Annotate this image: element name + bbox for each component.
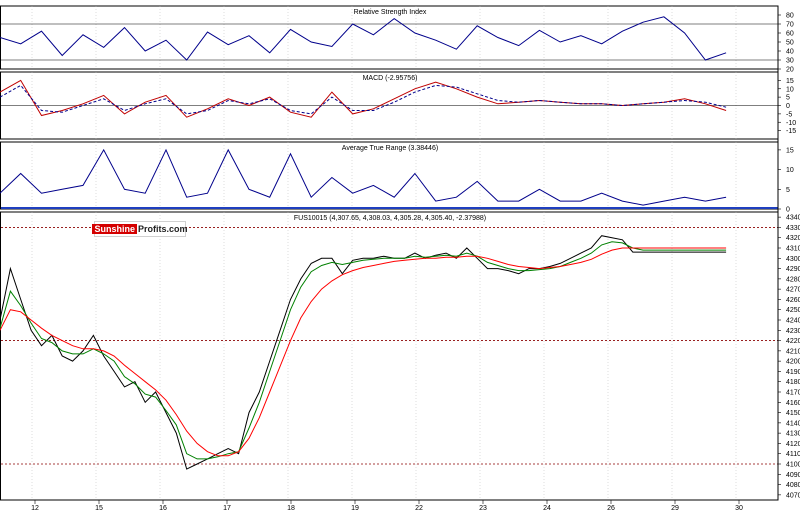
y-tick-label: 40	[786, 49, 794, 56]
y-tick-label: 4190	[786, 369, 800, 376]
y-tick-label: 4310	[786, 246, 800, 253]
series-line-0	[0, 148, 727, 206]
y-tick-label: 15	[786, 78, 794, 85]
x-tick-label: 16	[159, 505, 167, 512]
y-tick-label: 4240	[786, 318, 800, 325]
y-tick-label: 30	[786, 58, 794, 65]
x-axis: 12 15 16 17 18 19 22 23 24 26 29 30	[31, 500, 743, 512]
y-tick-label: 4260	[786, 297, 800, 304]
y-tick-label: 5	[786, 187, 790, 194]
panel-0: 20 30 40 50 60 70 80 Relative Strength Index	[0, 5, 794, 74]
x-tick-label: 29	[671, 505, 679, 512]
y-tick-label: 4230	[786, 328, 800, 335]
y-tick-label: 4300	[786, 256, 800, 263]
series-line-1	[0, 84, 727, 115]
y-tick-label: 5	[786, 95, 790, 102]
y-tick-label: 10	[786, 167, 794, 174]
x-tick-label: 17	[223, 505, 231, 512]
y-tick-label: 80	[786, 13, 794, 20]
y-tick-label: 4150	[786, 410, 800, 417]
series-line-2	[0, 247, 727, 457]
y-tick-label: 4220	[786, 338, 800, 345]
y-tick-label: 4130	[786, 431, 800, 438]
x-tick-label: 18	[287, 505, 295, 512]
series-line-1	[0, 241, 727, 460]
y-tick-label: 4200	[786, 359, 800, 366]
y-tick-label: 4070	[786, 492, 800, 499]
y-tick-label: -15	[786, 128, 796, 135]
y-tick-label: 4120	[786, 441, 800, 448]
y-tick-label: 4100	[786, 462, 800, 469]
x-tick-label: 15	[95, 505, 103, 512]
y-tick-label: 15	[786, 147, 794, 154]
y-tick-label: 4320	[786, 235, 800, 242]
y-tick-label: 10	[786, 86, 794, 93]
y-tick-label: 50	[786, 40, 794, 47]
chart-title: MACD (-2.95756)	[363, 75, 418, 82]
y-tick-label: 4330	[786, 225, 800, 232]
x-tick-label: 22	[415, 505, 423, 512]
y-tick-label: -5	[786, 111, 792, 118]
logo-part-2: Profits.com	[138, 224, 188, 234]
x-tick-label: 23	[479, 505, 487, 512]
y-tick-label: 0	[786, 103, 790, 110]
y-tick-label: 4180	[786, 379, 800, 386]
x-tick-label: 19	[351, 505, 359, 512]
y-tick-label: -10	[786, 120, 796, 127]
x-tick-label: 24	[543, 505, 551, 512]
y-tick-label: 70	[786, 22, 794, 29]
y-tick-label: 4170	[786, 390, 800, 397]
chart-title: Relative Strength Index	[354, 9, 427, 16]
y-tick-label: 4110	[786, 451, 800, 458]
x-tick-label: 30	[735, 505, 743, 512]
y-tick-label: 4140	[786, 420, 800, 427]
y-tick-label: 60	[786, 31, 794, 38]
y-tick-label: 4250	[786, 307, 800, 314]
y-tick-label: 4210	[786, 348, 800, 355]
series-line-0	[0, 235, 727, 470]
y-tick-label: 4340	[786, 215, 800, 222]
y-tick-label: 20	[786, 67, 794, 74]
y-tick-label: 4280	[786, 276, 800, 283]
chart-title: FUS10015 (4,307.65, 4,308.03, 4,305.28, …	[294, 215, 486, 222]
y-tick-label: 4160	[786, 400, 800, 407]
chart-title: Average True Range (3.38446)	[342, 145, 438, 152]
sunshine-profits-logo: Sunshine Profits.com	[92, 221, 188, 237]
logo-part-1: Sunshine	[92, 224, 137, 234]
series-line-0	[0, 16, 727, 61]
x-tick-label: 26	[607, 505, 615, 512]
y-tick-label: 4090	[786, 472, 800, 479]
x-tick-label: 12	[31, 505, 39, 512]
y-tick-label: 4080	[786, 482, 800, 489]
y-tick-label: 4290	[786, 266, 800, 273]
y-tick-label: 0	[786, 207, 790, 214]
y-tick-label: 4270	[786, 287, 800, 294]
